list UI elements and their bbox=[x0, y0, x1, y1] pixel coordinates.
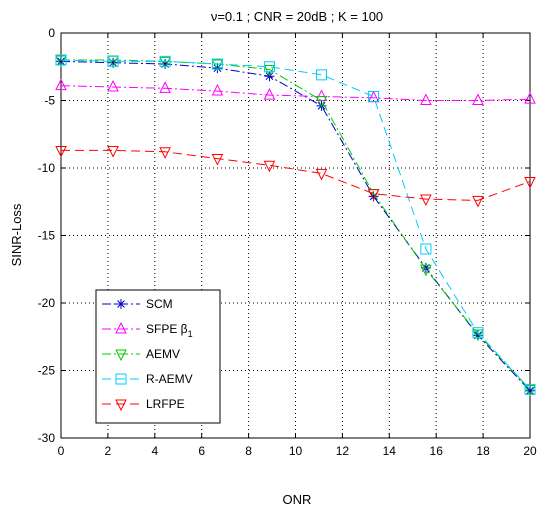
data-point-lrfpe bbox=[315, 168, 328, 181]
legend: SCM SFPE β1 AEMV R-AEMV LRFPE bbox=[95, 289, 221, 424]
x-tick-label: 8 bbox=[245, 444, 252, 458]
data-point-sfpe-1 bbox=[315, 89, 328, 101]
data-point-sfpe-1 bbox=[55, 78, 67, 91]
y-tick-label: -30 bbox=[38, 431, 56, 445]
data-point-sfpe-1 bbox=[107, 79, 119, 92]
data-point-r-aemv bbox=[55, 54, 67, 66]
y-tick-label: -20 bbox=[38, 296, 56, 310]
x-tick-label: 0 bbox=[58, 444, 65, 458]
x-tick-label: 12 bbox=[336, 444, 350, 458]
data-point-scm bbox=[420, 262, 431, 273]
x-tick-label: 4 bbox=[151, 444, 158, 458]
data-point-sfpe-1 bbox=[211, 83, 224, 96]
data-point-r-aemv bbox=[316, 69, 328, 81]
data-point-scm bbox=[525, 385, 535, 396]
x-tick-label: 14 bbox=[383, 444, 397, 458]
data-point-lrfpe bbox=[472, 195, 484, 208]
data-point-lrfpe bbox=[55, 145, 67, 158]
axis-ticks: 0 2 4 6 8 10 12 14 16 18 20 0 -5 -10 -15 -20 -25 -30 bbox=[38, 26, 537, 458]
data-point-scm bbox=[212, 63, 223, 74]
data-point-lrfpe bbox=[263, 160, 276, 173]
legend-marker-scm bbox=[116, 299, 126, 309]
data-point-lrfpe bbox=[107, 145, 119, 158]
x-tick-label: 18 bbox=[476, 444, 490, 458]
legend-label-subscript: 1 bbox=[188, 329, 193, 339]
x-tick-label: 6 bbox=[198, 444, 205, 458]
series-line-aemv bbox=[61, 59, 531, 390]
data-point-r-aemv bbox=[524, 383, 536, 395]
legend-label-r-aemv: R-AEMV bbox=[146, 372, 193, 386]
x-tick-label: 20 bbox=[523, 444, 537, 458]
y-tick-label: 0 bbox=[48, 26, 55, 40]
data-point-lrfpe bbox=[420, 194, 432, 207]
y-tick-label: -5 bbox=[44, 94, 55, 108]
data-point-aemv bbox=[524, 384, 536, 397]
legend-marker-r-aemv bbox=[115, 373, 127, 385]
x-axis-label: ONR bbox=[283, 492, 312, 507]
x-tick-label: 2 bbox=[105, 444, 112, 458]
legend-marker-aemv bbox=[115, 349, 127, 362]
legend-label-sfpe-1: SFPE β1 bbox=[146, 322, 193, 339]
data-point-aemv bbox=[263, 64, 276, 77]
data-point-scm bbox=[472, 330, 483, 341]
data-point-aemv bbox=[315, 96, 328, 108]
series-sfpe-1 bbox=[55, 78, 536, 105]
y-tick-label: -25 bbox=[38, 364, 56, 378]
data-point-r-aemv bbox=[368, 90, 380, 102]
legend-marker-sfpe-1 bbox=[115, 321, 127, 334]
legend-label-scm: SCM bbox=[146, 297, 173, 311]
series-line-sfpe-1 bbox=[60, 85, 531, 101]
data-point-sfpe-1 bbox=[420, 93, 432, 105]
data-point-r-aemv bbox=[472, 327, 484, 339]
data-point-sfpe-1 bbox=[263, 87, 276, 100]
series-r-aemv bbox=[55, 54, 536, 395]
series-line-r-aemv bbox=[60, 59, 531, 390]
data-point-aemv bbox=[211, 59, 224, 72]
y-axis-label: SINR-Loss bbox=[9, 203, 24, 266]
data-point-scm bbox=[56, 56, 66, 67]
legend-label-aemv: AEMV bbox=[146, 347, 180, 361]
data-point-r-aemv bbox=[263, 61, 275, 73]
y-tick-label: -10 bbox=[38, 161, 56, 175]
data-point-r-aemv bbox=[159, 55, 171, 67]
legend-box bbox=[95, 289, 221, 424]
chart-title: ν=0.1 ; CNR = 20dB ; K = 100 bbox=[211, 9, 383, 24]
data-point-scm bbox=[160, 59, 171, 70]
data-point-r-aemv bbox=[420, 243, 432, 255]
data-point-aemv bbox=[55, 55, 67, 68]
data-point-r-aemv bbox=[107, 55, 119, 67]
data-point-sfpe-1 bbox=[159, 81, 171, 93]
y-tick-label: -15 bbox=[38, 229, 56, 243]
legend-label-lrfpe: LRFPE bbox=[146, 397, 185, 411]
data-point-aemv bbox=[420, 264, 432, 277]
data-point-lrfpe bbox=[524, 177, 536, 189]
series-line-scm bbox=[60, 60, 531, 392]
data-point-scm bbox=[368, 191, 379, 202]
data-point-aemv bbox=[159, 56, 171, 69]
data-point-scm bbox=[108, 57, 119, 68]
legend-marker-lrfpe bbox=[115, 399, 127, 412]
data-point-lrfpe bbox=[159, 147, 171, 159]
x-tick-label: 10 bbox=[289, 444, 303, 458]
series-lines bbox=[55, 54, 536, 397]
x-tick-label: 16 bbox=[430, 444, 444, 458]
series-lrfpe bbox=[55, 145, 536, 208]
data-point-lrfpe bbox=[211, 154, 224, 166]
data-point-r-aemv bbox=[211, 58, 223, 70]
data-point-sfpe-1 bbox=[472, 93, 484, 105]
data-point-lrfpe bbox=[367, 189, 380, 201]
data-point-sfpe-1 bbox=[524, 92, 536, 104]
series-line-lrfpe bbox=[61, 149, 531, 201]
